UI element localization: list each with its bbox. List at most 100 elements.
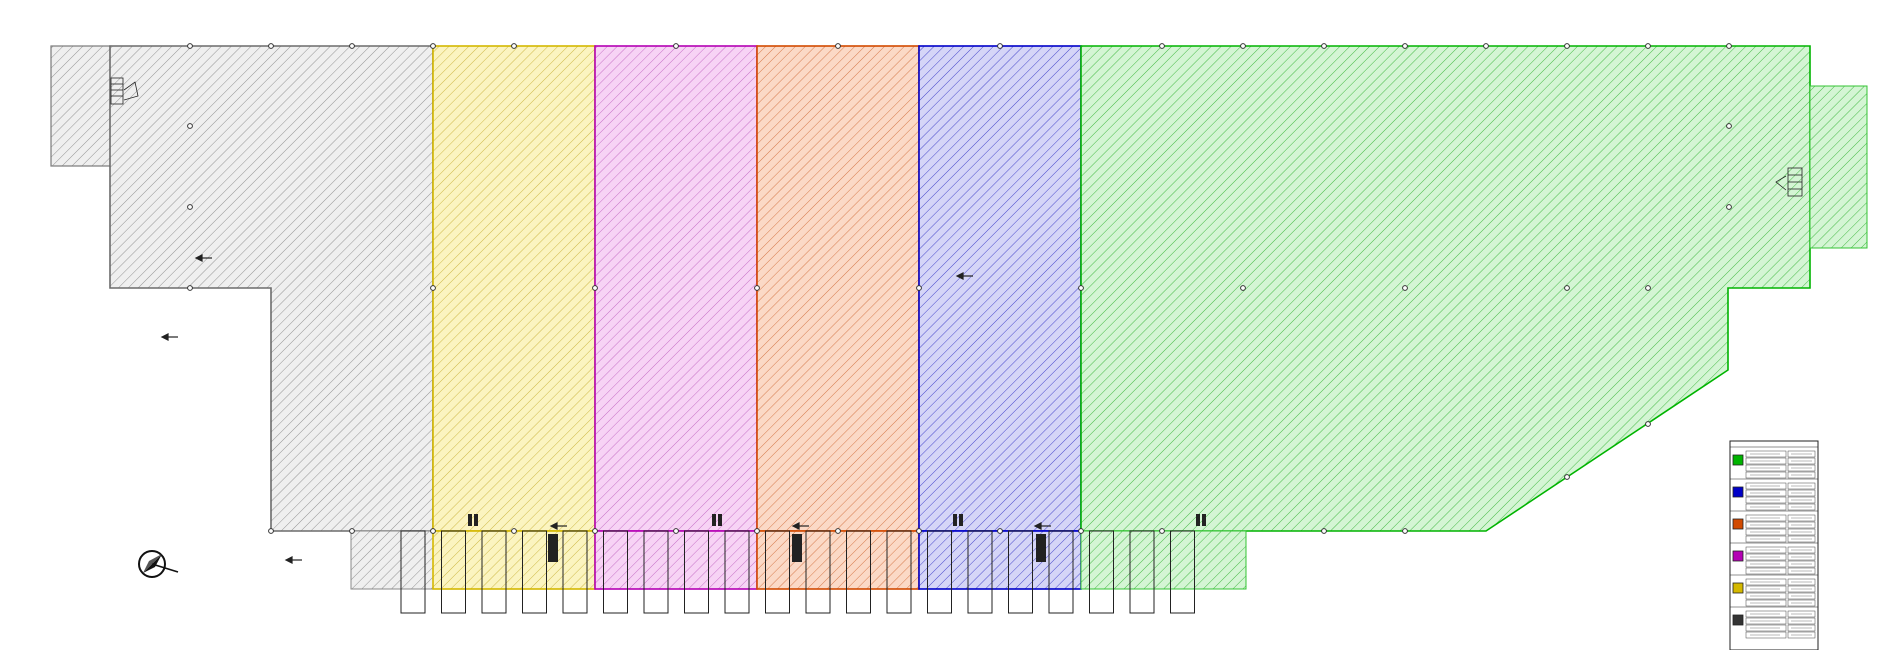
legend-swatch xyxy=(1732,454,1744,466)
column-marker xyxy=(1402,285,1408,291)
green-annex xyxy=(1809,85,1868,249)
column-marker xyxy=(592,528,598,534)
legend-cell xyxy=(1745,514,1787,522)
legend-cell xyxy=(1787,578,1816,586)
legend-cell xyxy=(1787,610,1816,618)
column-marker xyxy=(1321,528,1327,534)
legend-cell xyxy=(1745,592,1787,600)
arrow-left-icon xyxy=(160,333,178,341)
legend-cell xyxy=(1787,624,1816,632)
column-marker xyxy=(187,43,193,49)
legend-cell xyxy=(1745,553,1787,561)
blue-dock-apron xyxy=(918,530,1082,590)
legend-cell xyxy=(1745,471,1787,479)
column-marker xyxy=(1240,285,1246,291)
dock-door xyxy=(724,530,750,614)
legend-cell xyxy=(1787,528,1816,536)
annotation-marks xyxy=(468,514,1206,562)
dock-door xyxy=(481,530,507,614)
column-marker xyxy=(835,528,841,534)
column-marker xyxy=(349,528,355,534)
dock-door xyxy=(1048,530,1074,614)
legend-swatch xyxy=(1732,614,1744,626)
column-marker xyxy=(511,528,517,534)
legend-cell xyxy=(1745,503,1787,511)
column-marker xyxy=(1726,43,1732,49)
arrow-left-icon xyxy=(791,522,809,530)
column-marker xyxy=(835,43,841,49)
dock-door xyxy=(441,530,466,614)
legend-cell xyxy=(1787,503,1816,511)
legend-cell xyxy=(1745,482,1787,490)
legend-cell xyxy=(1745,578,1787,586)
legend-cell xyxy=(1787,521,1816,529)
dock-door xyxy=(846,530,871,614)
column-marker xyxy=(511,43,517,49)
pink-zone-area xyxy=(594,45,758,532)
legend-table xyxy=(1729,440,1819,650)
column-marker xyxy=(1402,528,1408,534)
legend-cell xyxy=(1787,617,1816,625)
legend-swatch xyxy=(1732,550,1744,562)
dock-door xyxy=(886,530,912,614)
blue-zone-area xyxy=(918,45,1082,532)
column-marker xyxy=(268,43,274,49)
legend-cell xyxy=(1787,631,1816,639)
legend-cell xyxy=(1787,464,1816,472)
legend-cell xyxy=(1787,553,1816,561)
dock-door xyxy=(1170,530,1195,614)
legend-cell xyxy=(1787,489,1816,497)
arrow-left-icon xyxy=(194,254,212,262)
column-marker xyxy=(187,285,193,291)
zone-blue xyxy=(918,45,1082,590)
legend-cell xyxy=(1745,599,1787,607)
legend-cell xyxy=(1745,610,1787,618)
column-marker xyxy=(673,528,679,534)
column-marker xyxy=(430,285,436,291)
dock-door xyxy=(684,530,709,614)
zone-yellow xyxy=(432,45,596,590)
zone-orange xyxy=(756,45,920,590)
legend-swatch xyxy=(1732,518,1744,530)
dock-door xyxy=(1089,530,1114,614)
dock-door xyxy=(522,530,547,614)
stair-symbol-right xyxy=(1775,167,1803,197)
legend-cell xyxy=(1787,482,1816,490)
legend-cell xyxy=(1745,464,1787,472)
gray-annex xyxy=(50,45,112,167)
legend-cell xyxy=(1787,560,1816,568)
legend-cell xyxy=(1745,617,1787,625)
orange-dock-apron xyxy=(756,530,920,590)
stair-symbol-left xyxy=(110,77,139,105)
arrow-left-icon xyxy=(955,272,973,280)
legend-cell xyxy=(1787,585,1816,593)
legend-swatch xyxy=(1732,486,1744,498)
legend-cell xyxy=(1787,471,1816,479)
column-marker xyxy=(754,528,760,534)
column-marker xyxy=(1240,43,1246,49)
column-marker xyxy=(1078,285,1084,291)
pink-dock-apron xyxy=(594,530,758,590)
zone-gray xyxy=(50,45,434,590)
legend-cell xyxy=(1745,585,1787,593)
dock-door xyxy=(1008,530,1033,614)
column-marker xyxy=(1483,43,1489,49)
legend-cell xyxy=(1745,560,1787,568)
legend-cell xyxy=(1745,546,1787,554)
legend-cell xyxy=(1787,546,1816,554)
column-marker xyxy=(1564,474,1570,480)
arrow-left-icon xyxy=(1033,522,1051,530)
gray-zone-area xyxy=(109,45,434,532)
column-marker xyxy=(187,123,193,129)
column-marker xyxy=(916,285,922,291)
legend-cell xyxy=(1745,496,1787,504)
structural-columns xyxy=(187,43,1732,534)
column-marker xyxy=(430,43,436,49)
column-marker xyxy=(754,285,760,291)
arrow-left-icon xyxy=(284,556,302,564)
column-marker xyxy=(1645,285,1651,291)
legend-cell xyxy=(1745,535,1787,543)
legend-cell xyxy=(1745,457,1787,465)
column-marker xyxy=(187,204,193,210)
